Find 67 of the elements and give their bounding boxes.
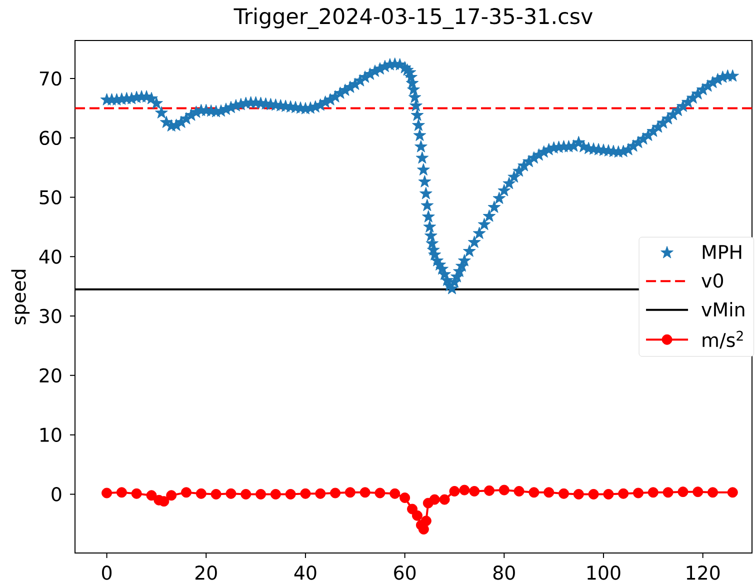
x-tick-label: 60 [394,566,416,580]
point [544,487,554,498]
legend-label: vMin [702,302,744,316]
point [662,487,674,498]
legend-label: v0 [702,273,724,288]
point [360,487,370,498]
x-tick-label: 120 [686,566,720,580]
point [226,488,236,499]
point [439,494,450,505]
point [429,494,440,505]
point [692,486,704,498]
point [727,487,738,498]
x-tick-label: 80 [493,566,515,580]
point [633,488,644,498]
point [412,510,422,521]
x-tick-label: 20 [195,566,217,580]
point [390,488,400,499]
point [196,488,206,499]
point [102,488,112,498]
point [285,488,296,500]
point [573,488,584,500]
y-tick-label: 30 [40,308,62,324]
point [459,484,470,496]
y-tick-label: 40 [39,250,62,264]
point [400,492,410,504]
point [315,488,326,499]
point [256,488,266,500]
point [131,488,142,499]
chart-title: Trigger_2024-03-15_17-35-31.csv [234,8,593,29]
point [300,488,311,499]
x-tick-label: 40 [294,566,316,580]
point [240,488,252,500]
y-tick-label: 0 [52,487,62,502]
y-tick-label: 70 [40,71,62,86]
point [484,485,494,496]
point [603,488,614,500]
point [678,486,688,498]
point [374,488,386,498]
point [181,487,192,498]
point [158,496,170,507]
point [166,490,177,501]
y-axis-title: speed [11,270,30,324]
point [618,488,629,499]
y-tick-label: 20 [40,368,62,383]
point [330,488,341,498]
y-tick-label: 10 [40,428,62,442]
point [420,516,432,526]
point [708,487,718,498]
point [528,487,540,498]
legend-label: m/s$^{2}$ [702,330,743,349]
point [514,486,524,496]
point [498,484,510,496]
point [588,488,599,500]
point [344,487,356,498]
point [469,486,480,496]
point [270,488,281,500]
point [210,488,222,500]
point [648,487,658,498]
y-tick-label: 50 [40,190,62,204]
x-tick-label: 100 [588,566,620,580]
point [146,490,157,501]
point [449,486,460,496]
x-tick-label: 0 [102,566,112,580]
legend-label: MPH [702,245,742,259]
y-tick-label: 60 [40,130,62,146]
point [116,487,127,498]
point [558,488,570,499]
